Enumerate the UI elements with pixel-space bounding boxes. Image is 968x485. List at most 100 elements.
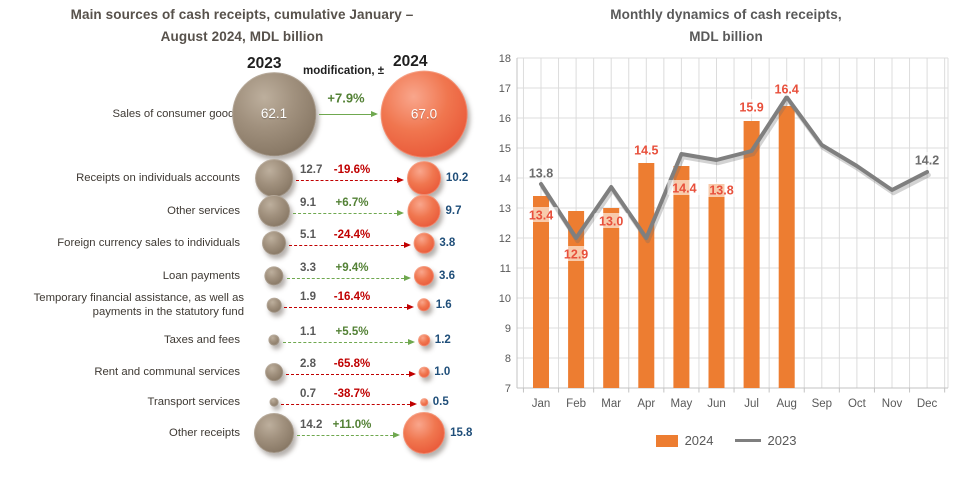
change-percent: -38.7%: [333, 388, 371, 400]
change-percent: -65.8%: [333, 358, 371, 370]
value-2023: 12.7: [300, 164, 323, 176]
value-2024: 0.5: [432, 396, 449, 408]
value-2023: 1.9: [300, 291, 316, 303]
left-title-line2: August 2024, MDL billion: [160, 29, 324, 44]
bar-data-label: 13.0: [599, 215, 623, 229]
bubble-2024: [407, 194, 441, 228]
category-label: Loan payments: [162, 270, 240, 282]
bubble-2023: [262, 231, 286, 255]
x-axis-month-label: Oct: [848, 398, 867, 410]
decrease-arrow: [285, 371, 416, 377]
bar-data-label: 16.4: [775, 83, 799, 97]
line-2023: [539, 95, 930, 240]
bar-data-label: 13.4: [529, 209, 553, 223]
value-2024: 1.6: [435, 299, 452, 311]
value-2023: 9.1: [300, 197, 316, 209]
bar-data-label: 12.9: [564, 248, 588, 262]
bubble-2024: 67.0: [380, 70, 468, 158]
x-axis-month-label: Nov: [882, 398, 903, 410]
bar-label-bg: [769, 81, 804, 96]
column-header-2023: 2023: [247, 55, 282, 72]
arrowhead-icon: [397, 210, 405, 216]
bar-data-label: 13.8: [709, 184, 733, 198]
arrowhead-icon: [407, 304, 415, 310]
y-axis-tick-label: 7: [505, 383, 511, 395]
change-percent: +7.9%: [327, 90, 365, 106]
y-axis-tick-label: 17: [499, 83, 511, 95]
category-label: Transport services: [147, 396, 241, 408]
right-title-line1: Monthly dynamics of cash receipts,: [610, 7, 842, 22]
bar-label-bg: [559, 246, 594, 261]
x-axis-month-label: Dec: [917, 398, 938, 410]
value-2023: 1.1: [300, 326, 316, 338]
bubble-2023: [268, 334, 280, 346]
y-axis-tick-label: 18: [499, 53, 511, 65]
category-label: Receipts on individuals accounts: [76, 172, 240, 184]
value-2024: 3.8: [439, 237, 456, 249]
bar-2024: [743, 121, 760, 388]
bar-data-label: 15.9: [739, 101, 763, 115]
bubble-2023: [258, 195, 290, 227]
bar-2024: [673, 166, 690, 388]
change-percent: -16.4%: [333, 291, 371, 303]
decrease-arrow: [284, 304, 415, 310]
chart-legend: 2024 2023: [484, 433, 968, 448]
legend-label-2023: 2023: [767, 433, 797, 448]
arrowhead-icon: [410, 401, 418, 407]
legend-swatch-2024: [655, 434, 678, 447]
arrowhead-icon: [392, 432, 400, 438]
bar-label-bg: [629, 142, 664, 157]
bar-label-bg: [734, 99, 769, 114]
increase-arrow: [318, 111, 378, 117]
x-axis-month-label: Feb: [566, 398, 586, 410]
bar-data-label: 14.5: [634, 144, 658, 158]
bar-2024: [708, 184, 725, 388]
change-percent: +11.0%: [332, 419, 372, 431]
bubble-2024: [420, 398, 428, 406]
y-axis-tick-label: 8: [505, 353, 511, 365]
left-title-line1: Main sources of cash receipts, cumulativ…: [70, 7, 414, 22]
value-2024: 15.8: [450, 427, 473, 439]
bar-label-bg: [667, 180, 702, 195]
decrease-arrow: [288, 242, 411, 248]
column-header-modification: modification, ±: [303, 65, 385, 77]
bubble-2023: [264, 266, 284, 286]
bubble-2024: [418, 366, 430, 378]
bubble-2024: [402, 411, 446, 455]
value-2023: 14.2: [300, 419, 323, 431]
bar-2024: [638, 163, 655, 388]
combo-chart: 7 8 9 10 11 12 13 14 15 16 17 18 Jan Feb Mar Apr May Jun J…: [499, 53, 949, 410]
y-axis-tick-label: 11: [500, 263, 511, 275]
increase-arrow: [296, 432, 400, 438]
value-2023: 0.7: [300, 388, 316, 400]
bubble-2024: [413, 265, 435, 287]
value-2024: 1.2: [434, 334, 451, 346]
decrease-arrow: [295, 177, 405, 183]
category-label: Sales of consumer goods: [112, 108, 240, 120]
y-axis-tick-label: 16: [499, 113, 511, 125]
x-axis-month-label: Jan: [532, 398, 551, 410]
bar-label-bg: [704, 182, 739, 197]
category-label: Other services: [167, 205, 240, 217]
change-percent: +9.4%: [335, 262, 369, 274]
bubble-2023: [266, 297, 282, 313]
category-label: Taxes and fees: [164, 334, 240, 346]
right-title-line2: MDL billion: [689, 29, 763, 44]
bubble-2023: 62.1: [232, 72, 316, 156]
x-axis-month-label: Jun: [707, 398, 726, 410]
category-label: Rent and communal services: [94, 366, 240, 378]
bubble-2024: [418, 334, 430, 346]
value-2024: 9.7: [445, 205, 462, 217]
x-axis-month-label: Sep: [812, 398, 832, 410]
bubble-2023: [254, 413, 294, 453]
x-axis-month-label: Aug: [776, 398, 796, 410]
y-axis-tick-label: 9: [505, 323, 511, 335]
x-axis-month-label: Mar: [601, 398, 621, 410]
increase-arrow: [292, 210, 405, 216]
line-data-label: 14.2: [915, 154, 939, 168]
category-label: Temporary financial assistance, as well …: [33, 292, 244, 318]
monthly-dynamics-panel: Monthly dynamics of cash receipts, MDL b…: [484, 0, 968, 485]
arrowhead-icon: [408, 371, 416, 377]
bar-2024: [778, 106, 795, 388]
